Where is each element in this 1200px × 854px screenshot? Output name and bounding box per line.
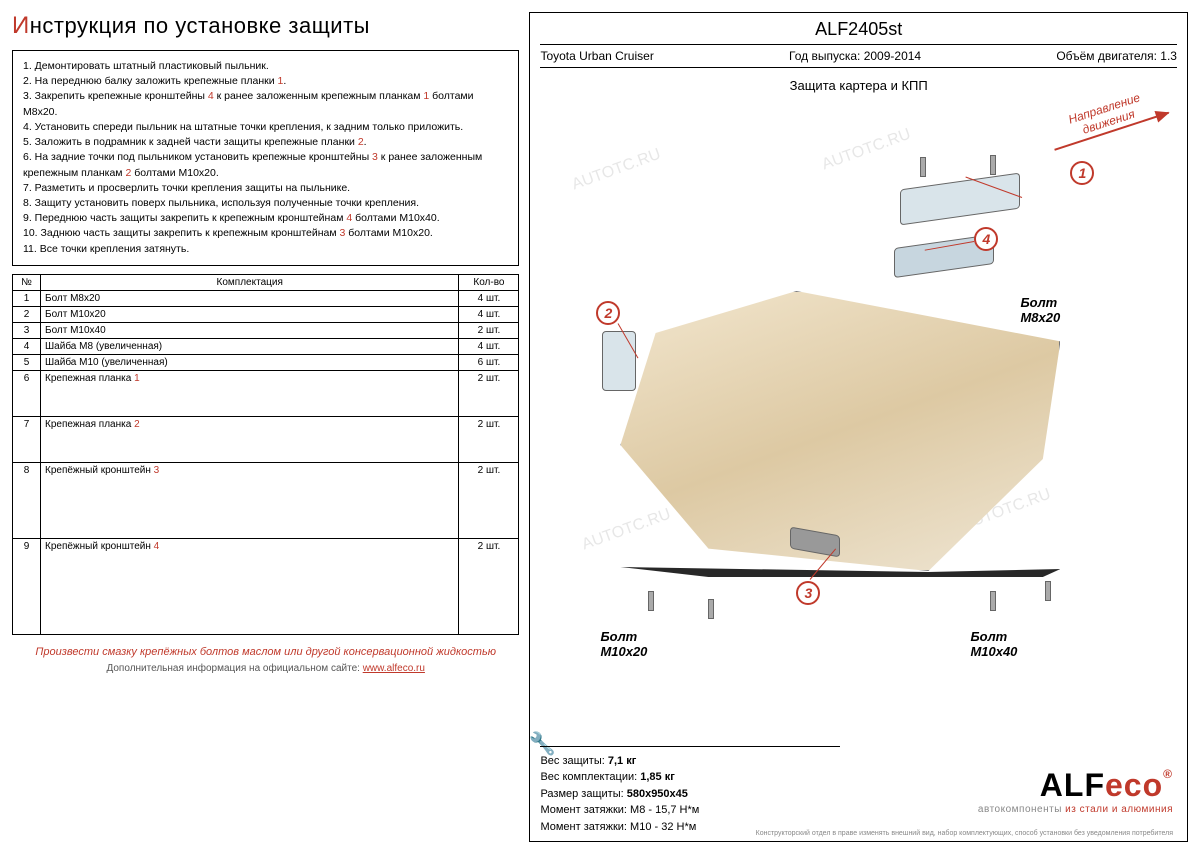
vehicle: Toyota Urban Cruiser xyxy=(540,49,653,63)
skid-plate-edge xyxy=(620,567,1060,577)
year: Год выпуска: 2009-2014 xyxy=(789,49,921,63)
logo: ALFeco® автокомпоненты из стали и алюмин… xyxy=(978,767,1173,815)
footer-warning: Произвести смазку крепёжных болтов масло… xyxy=(12,645,519,659)
footer-site: Дополнительная информация на официальном… xyxy=(12,663,519,674)
fine-print: Конструкторский отдел в праве изменять в… xyxy=(756,830,1173,837)
diagram: Направлениедвижения AUTOTC.RU AUTOTC.RU … xyxy=(540,101,1177,661)
callout-1: 1 xyxy=(1070,161,1094,185)
callout-2: 2 xyxy=(596,301,620,325)
engine: Объём двигателя: 1.3 xyxy=(1056,49,1177,63)
subtitle: Защита картера и КПП xyxy=(540,78,1177,93)
logo-alf: ALF xyxy=(1040,767,1105,803)
parts-table: №КомплектацияКол-во 1Болт М8х204 шт.2Бол… xyxy=(12,274,519,635)
bracket-2 xyxy=(602,331,636,391)
title-first-letter: И xyxy=(12,12,30,39)
watermark: AUTOTC.RU xyxy=(580,506,674,555)
direction-arrow: Направлениедвижения xyxy=(1045,83,1169,151)
product-code: ALF2405st xyxy=(540,19,1177,45)
bolt-label-m10x40: БолтМ10х40 xyxy=(970,629,1017,659)
left-panel: Инструкция по установке защиты 1. Демонт… xyxy=(12,12,529,842)
bolt-label-m8x20: БолтМ8х20 xyxy=(1020,295,1060,325)
direction-label: Направлениедвижения xyxy=(1067,90,1142,136)
logo-eco: eco xyxy=(1105,767,1163,803)
bolt-label-m10x20: БолтМ10х20 xyxy=(600,629,647,659)
callout-4: 4 xyxy=(974,227,998,251)
logo-reg: ® xyxy=(1163,767,1173,781)
callout-3: 3 xyxy=(796,581,820,605)
title-rest: нструкция по установке защиты xyxy=(30,13,370,38)
bracket-1 xyxy=(900,173,1020,226)
skid-plate xyxy=(620,291,1060,571)
spec-row: Toyota Urban Cruiser Год выпуска: 2009-2… xyxy=(540,45,1177,68)
logo-subtitle: автокомпоненты из стали и алюминия xyxy=(978,804,1173,815)
stats-box: Вес защиты: 7,1 кгВес комплектации: 1,85… xyxy=(540,746,840,836)
watermark: AUTOTC.RU xyxy=(820,126,914,175)
right-panel: ALF2405st Toyota Urban Cruiser Год выпус… xyxy=(529,12,1188,842)
page-title: Инструкция по установке защиты xyxy=(12,12,519,40)
instructions-box: 1. Демонтировать штатный пластиковый пыл… xyxy=(12,50,519,266)
watermark: AUTOTC.RU xyxy=(570,146,664,195)
site-link[interactable]: www.alfeco.ru xyxy=(363,663,425,674)
